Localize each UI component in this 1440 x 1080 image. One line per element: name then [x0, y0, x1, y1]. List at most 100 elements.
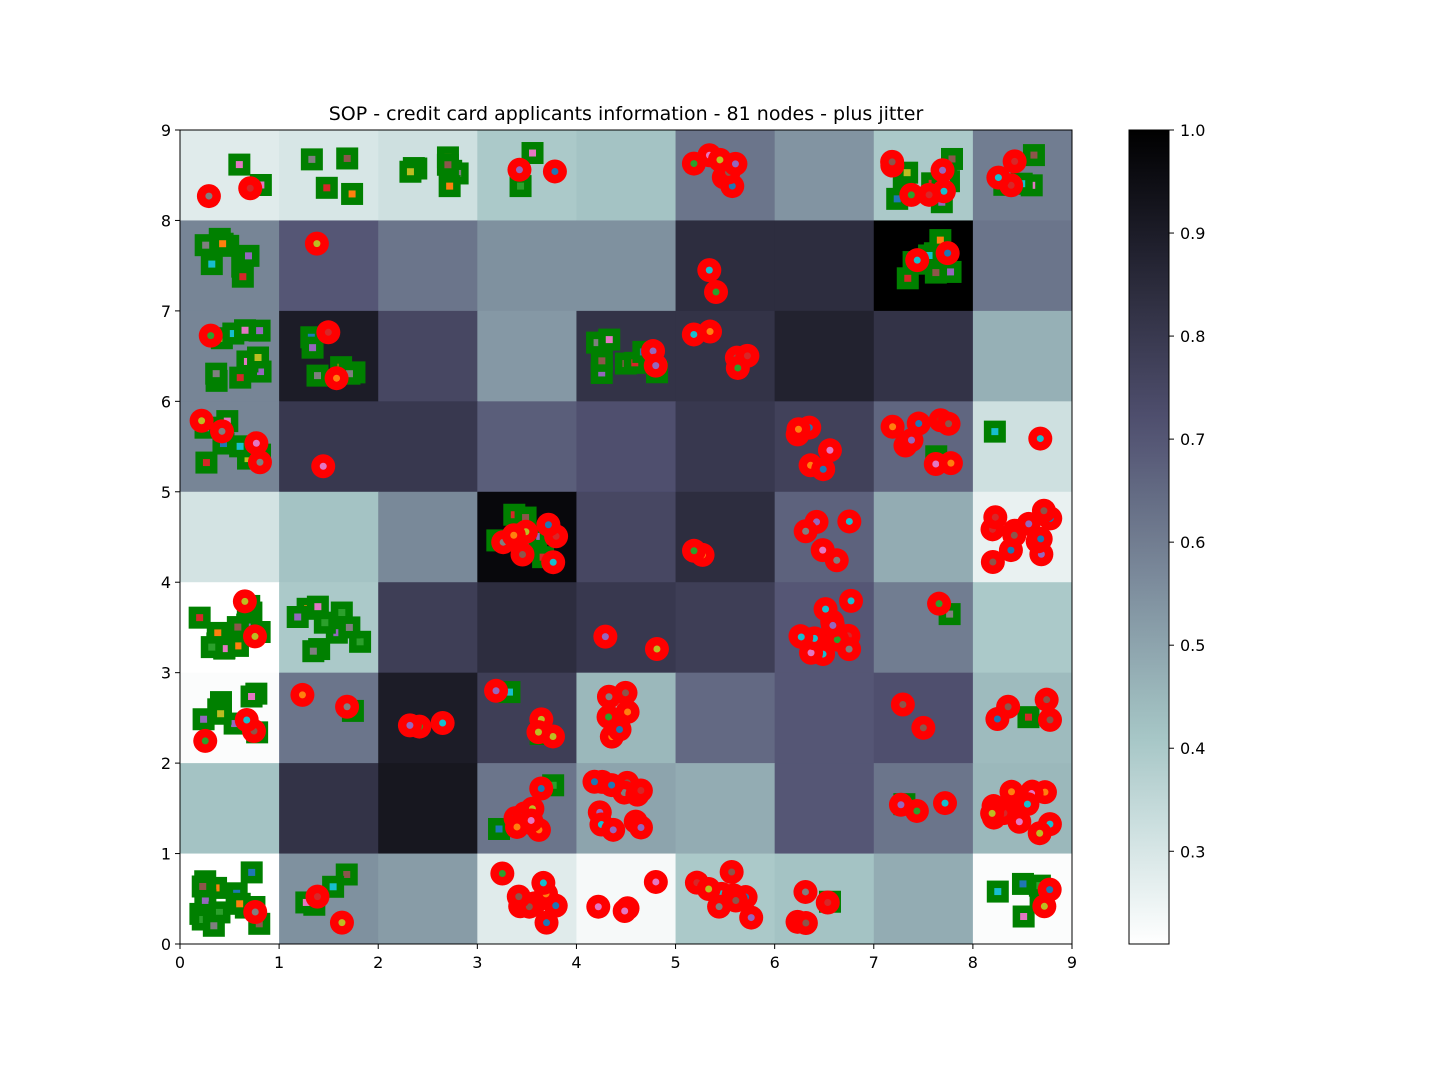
node-circle-center — [705, 885, 713, 893]
node-circle-center — [845, 517, 853, 525]
node-circle-center — [728, 182, 736, 190]
node-circle-center — [1015, 818, 1023, 826]
x-tick-label: 9 — [1067, 953, 1077, 972]
colorbar-axis: 0.3 0.4 0.5 0.6 0.7 0.8 0.9 1.0 — [1169, 121, 1205, 861]
node-circle-center — [1007, 788, 1015, 796]
node-square-center — [932, 269, 940, 277]
node-circle-center — [833, 556, 841, 564]
node-circle-center — [338, 919, 346, 927]
node-square-center — [236, 442, 244, 450]
node-circle-center — [690, 547, 698, 555]
heatmap-cell — [378, 310, 478, 402]
heatmap-cell — [378, 582, 478, 674]
heatmap-cell — [279, 401, 379, 493]
node-square-center — [323, 184, 331, 192]
node-square-center — [217, 710, 225, 718]
node-circle-center — [519, 551, 527, 559]
node-circle-center — [609, 826, 617, 834]
y-tick-label: 6 — [161, 392, 171, 411]
node-circle-center — [241, 597, 249, 605]
node-square-center — [522, 514, 530, 522]
node-square-center — [309, 647, 317, 655]
node-circle-center — [1007, 181, 1015, 189]
heatmap-cell — [675, 401, 776, 493]
node-circle-center — [945, 420, 953, 428]
heatmap-cell — [576, 130, 677, 221]
heatmap-cell — [774, 672, 875, 764]
node-circle-center — [1046, 886, 1054, 894]
node-circle-center — [605, 713, 613, 721]
node-square-center — [994, 888, 1002, 896]
node-circle-center — [1007, 546, 1015, 554]
node-circle-center — [939, 166, 947, 174]
node-square-center — [248, 693, 256, 701]
node-circle-center — [743, 352, 751, 360]
heatmap-cell — [378, 220, 478, 312]
node-circle-center — [993, 715, 1001, 723]
y-axis: 0 1 2 3 4 5 6 7 8 9 — [161, 121, 180, 954]
y-tick-label: 1 — [161, 845, 171, 864]
node-square-center — [294, 613, 302, 621]
node-circle-center — [652, 362, 660, 370]
heatmap-cell — [378, 853, 478, 945]
node-circle-center — [731, 160, 739, 168]
node-circle-center — [712, 288, 720, 296]
node-square-center — [234, 623, 242, 631]
node-circle-center — [313, 240, 321, 248]
node-circle-center — [343, 703, 351, 711]
node-circle-center — [594, 903, 602, 911]
node-square-center — [529, 149, 537, 157]
node-circle-center — [510, 531, 518, 539]
colorbar — [1128, 129, 1170, 945]
node-circle-center — [1037, 535, 1045, 543]
heatmap-cell — [576, 220, 677, 312]
node-square-center — [308, 155, 316, 163]
node-circle-center — [256, 458, 264, 466]
node-square-center — [333, 629, 341, 637]
node-square-center — [605, 336, 613, 344]
node-circle-center — [1010, 531, 1018, 539]
node-circle-center — [624, 708, 632, 716]
x-tick-label: 4 — [571, 953, 581, 972]
node-square-center — [241, 326, 249, 334]
node-square-center — [1024, 713, 1032, 721]
node-square-center — [208, 260, 216, 268]
node-circle-center — [543, 919, 551, 927]
node-circle-center — [826, 446, 834, 454]
node-square-center — [201, 896, 209, 904]
heatmap-cell — [477, 310, 577, 402]
node-circle-center — [324, 328, 332, 336]
node-square-center — [495, 825, 503, 833]
node-circle-center — [622, 689, 630, 697]
node-circle-center — [897, 801, 905, 809]
y-tick-label: 5 — [161, 483, 171, 502]
node-square-center — [256, 327, 264, 335]
heatmap-cell — [873, 853, 974, 945]
node-circle-center — [705, 266, 713, 274]
heatmap-cell — [774, 491, 875, 583]
colorbar-tick-label: 0.7 — [1180, 430, 1205, 449]
node-circle-center — [649, 347, 657, 355]
node-circle-center — [925, 191, 933, 199]
plot-frame — [179, 129, 1073, 945]
node-square-center — [947, 268, 955, 276]
x-tick-label: 0 — [175, 953, 185, 972]
heatmap-cell — [873, 491, 974, 583]
node-square-center — [212, 370, 220, 378]
node-circle-center — [406, 721, 414, 729]
heatmap-cell — [477, 582, 577, 674]
node-square-center — [991, 428, 999, 436]
node-square-center — [257, 368, 265, 376]
node-circle-center — [1011, 157, 1019, 165]
heatmap-cell — [675, 582, 776, 674]
heatmap-cell — [378, 672, 478, 764]
node-circle-center — [246, 184, 254, 192]
node-circle-center — [845, 645, 853, 653]
node-circle-center — [515, 893, 523, 901]
node-circle-center — [935, 600, 943, 608]
y-tick-label: 2 — [161, 754, 171, 773]
node-circle-center — [706, 328, 714, 336]
node-circle-center — [243, 716, 251, 724]
node-square-center — [348, 190, 356, 198]
